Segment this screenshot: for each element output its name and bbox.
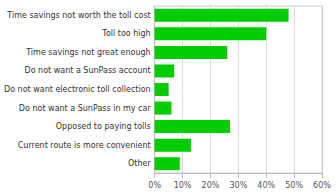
svg-text:Do not want electronic toll co: Do not want electronic toll collection — [4, 85, 151, 94]
svg-text:Time savings not worth the tol: Time savings not worth the toll cost — [6, 11, 150, 20]
svg-text:Do not want a SunPass in my ca: Do not want a SunPass in my car — [19, 104, 152, 113]
svg-text:Other: Other — [128, 159, 151, 168]
svg-text:0%: 0% — [148, 181, 161, 190]
svg-text:60%: 60% — [313, 181, 331, 190]
svg-text:Time savings not great enough: Time savings not great enough — [25, 48, 150, 57]
svg-text:40%: 40% — [257, 181, 275, 190]
svg-text:Current route is more convenie: Current route is more convenient — [18, 141, 151, 150]
svg-text:20%: 20% — [202, 181, 220, 190]
svg-text:10%: 10% — [174, 181, 192, 190]
svg-text:30%: 30% — [229, 181, 247, 190]
svg-text:Toll too high: Toll too high — [101, 29, 150, 38]
svg-text:Opposed to paying tolls: Opposed to paying tolls — [56, 122, 151, 131]
svg-text:50%: 50% — [285, 181, 303, 190]
svg-text:Do not want a SunPass account: Do not want a SunPass account — [24, 66, 150, 75]
